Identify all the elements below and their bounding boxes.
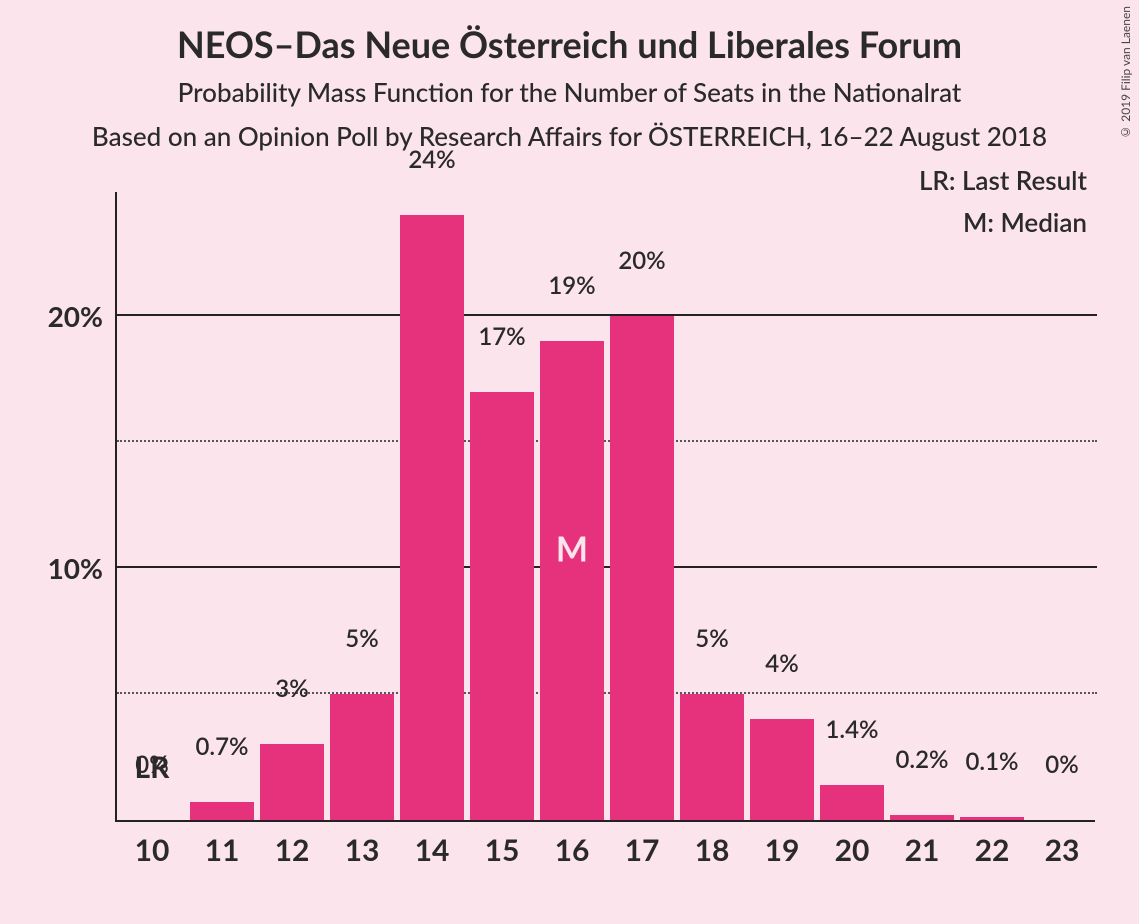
x-tick-label: 10 — [135, 832, 170, 868]
bar-value-label: 20% — [618, 246, 665, 281]
x-tick-label: 13 — [345, 832, 380, 868]
chart-title: NEOS–Das Neue Österreich und Liberales F… — [0, 0, 1139, 66]
x-tick-label: 12 — [275, 832, 310, 868]
bar-value-label: 24% — [408, 145, 455, 180]
x-tick-label: 17 — [625, 832, 660, 868]
chart-plot-area: LR: Last Result M: Median 10%20%0%100.7%… — [115, 192, 1095, 822]
bar-value-label: 19% — [548, 271, 595, 306]
x-tick-label: 21 — [905, 832, 940, 868]
gridline-minor — [117, 440, 1097, 442]
bar — [330, 694, 394, 820]
chart-container: NEOS–Das Neue Österreich und Liberales F… — [0, 0, 1139, 924]
bar-value-label: 0.1% — [966, 747, 1019, 782]
bar — [470, 392, 534, 820]
bar-value-label: 0% — [1045, 750, 1078, 785]
x-tick-label: 18 — [695, 832, 730, 868]
bar — [820, 785, 884, 820]
bar — [260, 744, 324, 820]
bar — [960, 817, 1024, 820]
bar-value-label: 5% — [345, 624, 378, 659]
bar — [890, 815, 954, 820]
bar-value-label: 3% — [275, 674, 308, 709]
gridline-major — [117, 566, 1097, 568]
bar-value-label: 17% — [478, 322, 525, 357]
bar — [190, 802, 254, 820]
x-tick-label: 15 — [485, 832, 520, 868]
bar-value-label: 5% — [695, 624, 728, 659]
gridline-major — [117, 314, 1097, 316]
credit-text: © 2019 Filip van Laenen — [1118, 6, 1133, 140]
x-tick-label: 16 — [555, 832, 590, 868]
lr-annotation: LR — [135, 749, 170, 785]
x-tick-label: 20 — [835, 832, 870, 868]
bar — [610, 316, 674, 820]
bar — [400, 215, 464, 820]
bar-value-label: 1.4% — [826, 715, 879, 750]
x-tick-label: 14 — [415, 832, 450, 868]
bar — [750, 719, 814, 820]
x-tick-label: 19 — [765, 832, 800, 868]
chart-subtitle-1: Probability Mass Function for the Number… — [0, 76, 1139, 108]
y-tick-label: 20% — [48, 299, 103, 333]
bar — [680, 694, 744, 820]
y-tick-label: 10% — [48, 551, 103, 585]
chart-subtitle-2: Based on an Opinion Poll by Research Aff… — [0, 120, 1139, 152]
x-tick-label: 23 — [1045, 832, 1080, 868]
bar-value-label: 4% — [765, 649, 798, 684]
plot-frame: 10%20%0%100.7%113%125%1324%1417%1519%162… — [115, 192, 1095, 822]
bar-value-label: 0.7% — [196, 732, 249, 767]
x-tick-label: 11 — [205, 832, 240, 868]
bar-value-label: 0.2% — [896, 745, 949, 780]
gridline-minor — [117, 692, 1097, 694]
bar — [540, 341, 604, 820]
x-tick-label: 22 — [975, 832, 1010, 868]
median-annotation: M — [556, 529, 588, 570]
